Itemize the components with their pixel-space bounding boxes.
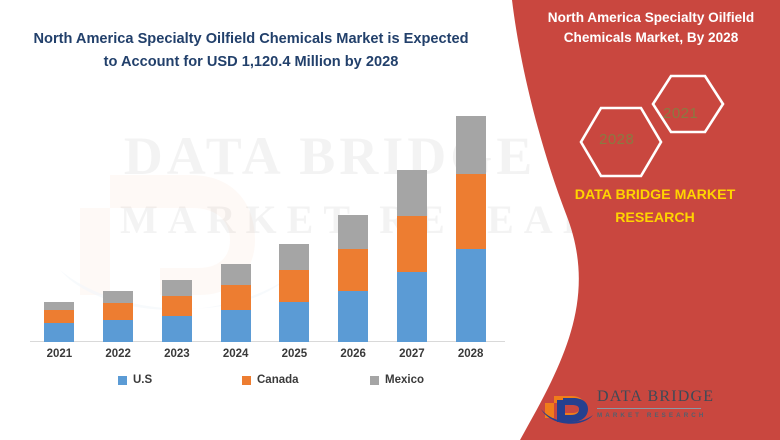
legend-item-canada[interactable]: Canada — [242, 374, 299, 386]
bar-segment-2028-us — [455, 249, 486, 342]
legend-swatch-icon — [242, 375, 251, 385]
legend-swatch-icon — [118, 375, 127, 385]
hexagon-2021-outline — [651, 74, 725, 134]
bar-segment-2022-us — [103, 320, 134, 342]
x-axis-label-2021: 2021 — [46, 348, 73, 360]
bar-segment-2024-us — [220, 309, 251, 342]
bar-segment-2022-canada — [103, 303, 134, 321]
bar-segment-2026-canada — [338, 249, 369, 292]
bar-segment-2022-mexico — [103, 291, 134, 304]
x-axis-label-2022: 2022 — [105, 348, 131, 360]
legend-item-mexico[interactable]: Mexico — [370, 374, 424, 386]
bar-2025 — [279, 244, 310, 342]
bar-segment-2023-mexico — [161, 280, 192, 296]
bar-2023 — [161, 280, 192, 342]
footer-logo-text: DATA BRIDGE MARKET RESEARCH — [597, 388, 714, 419]
x-axis-label-2023: 2023 — [164, 348, 190, 360]
bar-segment-2021-canada — [44, 309, 75, 324]
hexagon-label-2028: 2028 — [599, 131, 635, 148]
bar-2026 — [338, 214, 369, 342]
bar-2022 — [103, 291, 134, 342]
footer-logo-subtitle: MARKET RESEARCH — [597, 412, 707, 419]
chart-x-axis-labels: 2021 2022 2023 2024 2025 2026 2027 2028 — [30, 348, 500, 368]
hexagon-2028-outline — [579, 106, 663, 178]
bar-2028 — [455, 116, 486, 342]
bar-segment-2027-mexico — [396, 169, 427, 216]
bar-segment-2028-mexico — [455, 116, 486, 175]
bar-segment-2023-us — [161, 315, 192, 342]
bar-segment-2023-canada — [161, 295, 192, 316]
footer-logo-rule — [597, 408, 701, 409]
bar-2021 — [44, 301, 75, 342]
bar-segment-2024-canada — [220, 284, 251, 310]
legend-label: Mexico — [385, 374, 424, 386]
bar-2027 — [396, 169, 427, 342]
bar-segment-2021-us — [44, 323, 75, 342]
chart-baseline — [30, 341, 505, 342]
hexagon-group: 2028 2021 — [575, 72, 745, 182]
bar-segment-2027-us — [396, 272, 427, 342]
page-title: North America Specialty Oilfield Chemica… — [33, 31, 469, 70]
legend-item-us[interactable]: U.S — [118, 374, 152, 386]
bar-segment-2025-canada — [279, 270, 310, 303]
legend-swatch-icon — [370, 375, 379, 385]
x-axis-label-2028: 2028 — [457, 348, 484, 360]
bar-segment-2026-mexico — [338, 214, 369, 250]
bar-segment-2021-mexico — [44, 301, 75, 310]
bar-segment-2026-us — [338, 291, 369, 342]
bar-chart: 2021 2022 2023 2024 2025 2026 2027 2028 U.S Cana… — [30, 110, 505, 392]
hexagon-label-2021: 2021 — [663, 105, 699, 122]
bar-2024 — [220, 264, 251, 342]
data-bridge-logo-icon — [541, 386, 593, 424]
red-panel-title: North America Specialty Oilfield Chemica… — [547, 10, 755, 46]
x-axis-label-2024: 2024 — [222, 348, 249, 360]
chart-plot-area — [30, 110, 500, 342]
x-axis-label-2026: 2026 — [340, 348, 366, 360]
brand-wordmark: DATA BRIDGE MARKET RESEARCH — [574, 187, 736, 226]
hexagon-shapes — [579, 74, 725, 178]
footer-logo-name: DATA BRIDGE — [597, 388, 715, 405]
legend-label: U.S — [133, 374, 153, 386]
bar-segment-2027-canada — [396, 215, 427, 273]
bar-segment-2025-mexico — [279, 244, 310, 271]
bar-segment-2028-canada — [455, 174, 486, 250]
x-axis-label-2025: 2025 — [281, 348, 308, 360]
x-axis-label-2027: 2027 — [399, 348, 425, 360]
bar-segment-2024-mexico — [220, 264, 251, 285]
chart-legend: U.S Canada Mexico — [30, 374, 500, 392]
bar-segment-2025-us — [279, 302, 310, 342]
legend-label: Canada — [257, 374, 299, 386]
footer-logo: DATA BRIDGE MARKET RESEARCH — [541, 384, 741, 428]
